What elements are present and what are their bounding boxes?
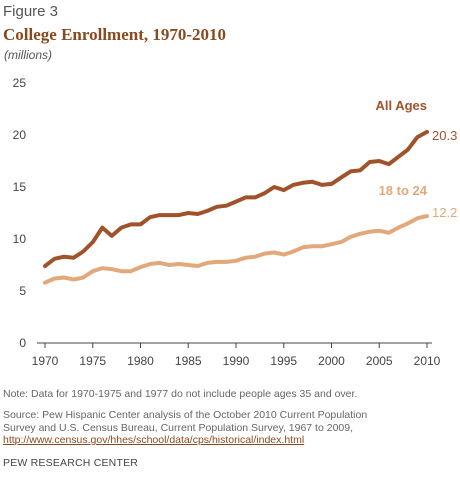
x-tick-label: 1990 [223, 354, 250, 368]
y-tick-label: 10 [13, 232, 27, 246]
series-line [43, 214, 429, 285]
organization-name: PEW RESEARCH CENTER [3, 457, 139, 469]
chart-note: Note: Data for 1970-1975 and 1977 do not… [3, 388, 358, 400]
chart-title: College Enrollment, 1970-2010 [3, 25, 227, 44]
chart-subtitle: (millions) [4, 48, 52, 62]
y-tick-label: 20 [13, 128, 27, 142]
series-name-label: 18 to 24 [379, 183, 428, 198]
x-tick-label: 2000 [318, 354, 345, 368]
x-tick-label: 1975 [79, 354, 106, 368]
series-line [43, 129, 429, 268]
source-text: Source: Pew Hispanic Center analysis of … [3, 409, 458, 447]
x-tick-label: 1995 [270, 354, 297, 368]
x-tick-label: 2010 [414, 354, 441, 368]
series-name-label: All Ages [375, 98, 427, 113]
series-end-value: 20.3 [432, 128, 457, 143]
x-tick-label: 1985 [175, 354, 202, 368]
figure-label: Figure 3 [3, 3, 59, 20]
series-labels: All Ages 20.3 18 to 24 12.2 [375, 98, 457, 220]
source-line-2: Survey and U.S. Census Bureau, Current P… [3, 421, 354, 434]
y-tick-label: 5 [19, 284, 26, 298]
y-tick-label: 15 [13, 180, 27, 194]
x-tick-label: 1980 [127, 354, 154, 368]
x-tick-label: 1970 [32, 354, 59, 368]
y-tick-label: 25 [13, 76, 27, 90]
line-chart: 0 5 10 15 20 25 1970 1975 1980 1985 1990 1995 2000 20… [13, 76, 458, 368]
y-tick-label: 0 [19, 336, 26, 350]
source-link[interactable]: http://www.census.gov/hhes/school/data/c… [3, 434, 305, 446]
source-line-1: Source: Pew Hispanic Center analysis of … [3, 409, 368, 421]
x-tick-label: 2005 [366, 354, 393, 368]
axes: 0 5 10 15 20 25 1970 1975 1980 1985 1990 1995 2000 20… [13, 76, 441, 368]
series-end-value: 12.2 [432, 205, 457, 220]
series-layer [43, 129, 429, 285]
